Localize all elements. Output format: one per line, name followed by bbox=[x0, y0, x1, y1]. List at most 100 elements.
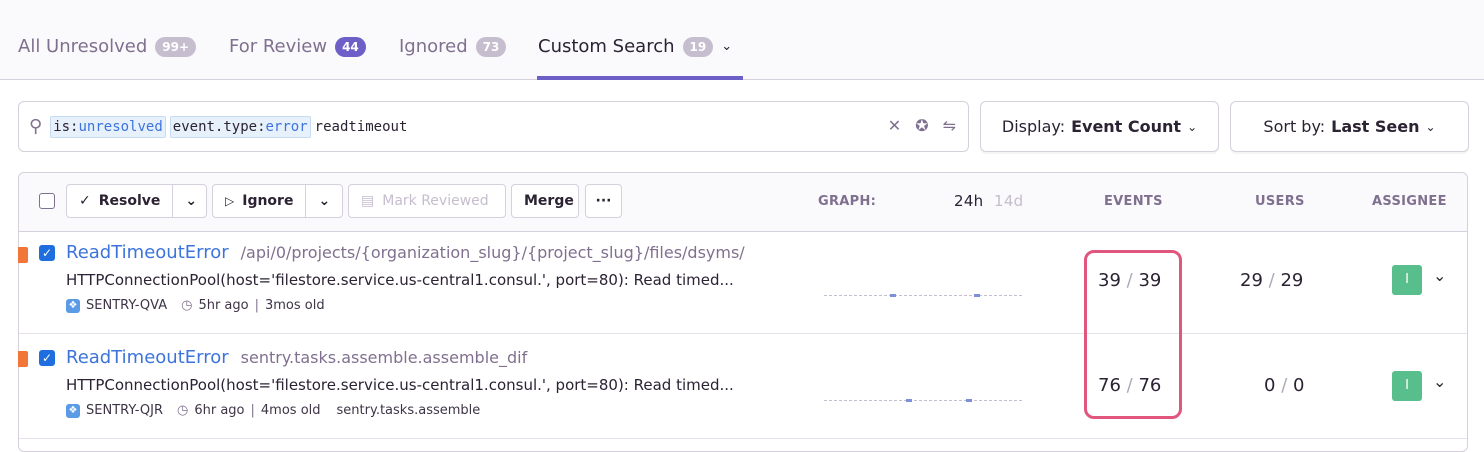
events-count: 76 / 76 bbox=[1098, 375, 1162, 396]
issue-culprit: /api/0/projects/{organization_slug}/{pro… bbox=[240, 243, 745, 262]
chevron-down-icon: ⌄ bbox=[1425, 119, 1436, 134]
issue-title-link[interactable]: ReadTimeoutError bbox=[66, 347, 229, 368]
chevron-down-icon: ⌄ bbox=[1187, 119, 1198, 134]
inbox-icon: ▤ bbox=[361, 193, 375, 209]
first-seen-age: 3mos old bbox=[265, 298, 325, 313]
issue-meta: ❖ SENTRY-QVA ◷ 5hr ago | 3mos old bbox=[66, 298, 325, 313]
clock-icon: ◷ bbox=[177, 403, 189, 418]
mark-reviewed-button[interactable]: ▤ Mark Reviewed bbox=[348, 184, 506, 218]
assignee-avatar[interactable]: I bbox=[1392, 265, 1422, 295]
issue-checkbox[interactable]: ✓ bbox=[39, 350, 55, 366]
period-14d-toggle[interactable]: 14d bbox=[994, 192, 1024, 210]
tab-count-badge: 73 bbox=[475, 36, 507, 57]
ignore-dropdown[interactable]: ⌄ bbox=[305, 185, 342, 217]
search-input[interactable]: ⚲ is:unresolved event.type:error readtim… bbox=[18, 101, 969, 152]
spark-bar bbox=[974, 294, 980, 297]
search-free-text: readtimeout bbox=[314, 118, 408, 135]
merge-label: Merge bbox=[524, 193, 574, 209]
issue-header: ReadTimeoutError sentry.tasks.assemble.as… bbox=[66, 347, 527, 368]
tab-all-unresolved[interactable]: All Unresolved 99+ bbox=[18, 36, 197, 57]
tab-custom-search[interactable]: Custom Search 19 ⌄ bbox=[538, 36, 732, 57]
row-divider bbox=[19, 333, 1467, 334]
level-indicator-error bbox=[18, 247, 28, 263]
chevron-down-icon: ⌄ bbox=[318, 193, 331, 209]
chevron-down-icon[interactable]: ⌄ bbox=[721, 39, 733, 54]
tab-bar bbox=[0, 0, 1484, 80]
display-label: Display: bbox=[1001, 117, 1066, 136]
token-key: is: bbox=[53, 118, 79, 135]
spark-bar bbox=[890, 294, 896, 297]
issue-short-id[interactable]: SENTRY-QVA bbox=[86, 298, 168, 313]
mute-icon: ▷ bbox=[225, 194, 235, 208]
chevron-down-icon[interactable]: ⌄ bbox=[1433, 372, 1447, 391]
pin-icon[interactable]: ✪ bbox=[915, 116, 929, 135]
issue-message: HTTPConnectionPool(host='filestore.servi… bbox=[66, 376, 734, 394]
display-value: Event Count bbox=[1071, 117, 1182, 136]
events-column-header: EVENTS bbox=[1104, 194, 1163, 209]
tab-label: Custom Search bbox=[538, 36, 675, 57]
token-value: unresolved bbox=[78, 118, 163, 135]
ellipsis-icon: ··· bbox=[595, 193, 612, 209]
sort-value: Last Seen bbox=[1331, 117, 1420, 136]
events-count: 39 / 39 bbox=[1098, 270, 1162, 291]
issue-short-id[interactable]: SENTRY-QJR bbox=[86, 403, 163, 418]
chevron-down-icon[interactable]: ⌄ bbox=[1433, 266, 1447, 285]
issue-culprit: sentry.tasks.assemble.assemble_dif bbox=[240, 348, 528, 367]
level-indicator-error bbox=[18, 351, 28, 367]
search-token[interactable]: event.type:error bbox=[169, 115, 311, 138]
last-seen: 6hr ago bbox=[194, 403, 245, 418]
mark-reviewed-label: Mark Reviewed bbox=[382, 193, 489, 209]
display-dropdown[interactable]: Display: Event Count ⌄ bbox=[980, 101, 1219, 152]
spark-bar bbox=[966, 399, 972, 402]
sort-label: Sort by: bbox=[1263, 117, 1326, 136]
issue-title-link[interactable]: ReadTimeoutError bbox=[66, 242, 229, 263]
row-divider bbox=[19, 438, 1467, 439]
issue-checkbox[interactable]: ✓ bbox=[39, 245, 55, 261]
select-all-checkbox[interactable] bbox=[39, 193, 55, 209]
tab-count-badge: 99+ bbox=[155, 36, 197, 57]
issue-message: HTTPConnectionPool(host='filestore.servi… bbox=[66, 271, 734, 289]
spark-bar bbox=[906, 399, 912, 402]
events-highlight-annotation bbox=[1084, 250, 1182, 419]
period-24h-toggle[interactable]: 24h bbox=[954, 192, 984, 210]
users-column-header: USERS bbox=[1255, 194, 1305, 209]
resolve-dropdown[interactable]: ⌄ bbox=[172, 185, 209, 217]
tab-ignored[interactable]: Ignored 73 bbox=[399, 36, 507, 57]
issue-transaction: sentry.tasks.assemble bbox=[336, 403, 481, 418]
tab-label: All Unresolved bbox=[18, 36, 148, 57]
active-tab-indicator bbox=[537, 76, 743, 80]
search-token[interactable]: is:unresolved bbox=[50, 115, 166, 138]
token-value: error bbox=[265, 118, 308, 135]
issue-meta: ❖ SENTRY-QJR ◷ 6hr ago | 4mos old sentry.tasks… bbox=[66, 403, 480, 418]
tab-label: Ignored bbox=[399, 36, 468, 57]
issue-header: ReadTimeoutError/api/0/projects/{organiz… bbox=[66, 242, 745, 263]
tab-for-review[interactable]: For Review 44 bbox=[229, 36, 366, 57]
first-seen-age: 4mos old bbox=[260, 403, 321, 418]
token-key: event.type: bbox=[172, 118, 266, 135]
clock-icon: ◷ bbox=[181, 298, 193, 313]
resolve-button[interactable]: ✓ Resolve bbox=[67, 185, 172, 217]
users-count: 29 / 29 bbox=[1240, 270, 1304, 291]
event-sparkline bbox=[824, 284, 1022, 297]
clear-icon[interactable]: ✕ bbox=[887, 116, 902, 135]
chevron-down-icon: ⌄ bbox=[185, 193, 198, 209]
search-icon: ⚲ bbox=[29, 116, 43, 137]
last-seen: 5hr ago bbox=[198, 298, 249, 313]
settings-icon[interactable]: ⇋ bbox=[942, 116, 956, 135]
tab-label: For Review bbox=[229, 36, 328, 57]
merge-button[interactable]: Merge bbox=[511, 184, 579, 218]
resolve-label: Resolve bbox=[98, 193, 161, 209]
tab-count-badge: 44 bbox=[335, 36, 366, 57]
python-project-icon: ❖ bbox=[66, 298, 80, 313]
assignee-avatar[interactable]: I bbox=[1392, 371, 1422, 401]
event-sparkline bbox=[824, 389, 1022, 402]
ignore-label: Ignore bbox=[242, 193, 294, 209]
ignore-button[interactable]: ▷ Ignore bbox=[213, 185, 305, 217]
graph-column-header: GRAPH: bbox=[818, 194, 877, 209]
check-icon: ✓ bbox=[79, 193, 91, 209]
assignee-column-header: ASSIGNEE bbox=[1372, 194, 1447, 209]
ignore-button-group: ▷ Ignore ⌄ bbox=[212, 184, 343, 218]
sort-dropdown[interactable]: Sort by: Last Seen ⌄ bbox=[1230, 101, 1469, 152]
tab-count-badge: 19 bbox=[682, 36, 714, 57]
more-actions-button[interactable]: ··· bbox=[585, 184, 622, 218]
